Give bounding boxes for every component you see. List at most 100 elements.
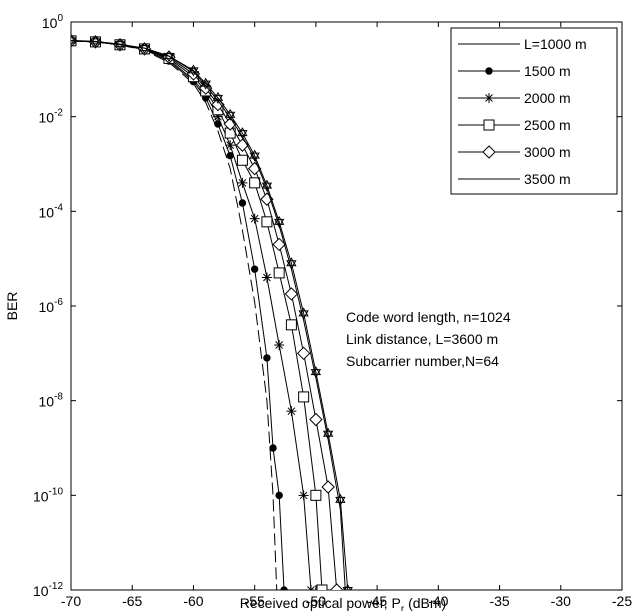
x-axis-label-main: Received optical power, P xyxy=(240,595,401,611)
hexagram-marker xyxy=(90,35,101,45)
hexagram-marker xyxy=(322,430,334,440)
hexagram-marker xyxy=(342,587,353,590)
annotation-link-distance: Link distance, L=3600 m xyxy=(346,331,498,347)
hexagram-marker xyxy=(139,42,150,52)
hexagram-marker xyxy=(71,37,77,47)
x-tick-label: -65 xyxy=(122,593,142,609)
series-hexagram xyxy=(71,34,353,590)
diamond-marker xyxy=(309,412,323,427)
dot-marker xyxy=(485,67,493,75)
legend-box xyxy=(450,27,618,195)
y-tick-label: 10-2 xyxy=(39,108,64,126)
y-axis-label: BER xyxy=(4,292,20,321)
x-tick-label: -35 xyxy=(489,593,509,609)
legend-entry: 2000 m xyxy=(458,90,571,106)
x-axis-label-unit: (dBm) xyxy=(404,595,446,611)
square-marker xyxy=(261,216,273,228)
x-axis: -70 -65 -60 -55 -50 -45 -40 -35 -30 -25 xyxy=(61,22,632,609)
hexagram-marker xyxy=(163,53,175,63)
diamond-marker xyxy=(223,117,237,131)
legend-entry: 1500 m xyxy=(458,63,571,79)
y-tick-label: 10-8 xyxy=(39,392,64,410)
x-axis-label: Received optical power, Pr (dBm) xyxy=(240,595,446,611)
hexagram-marker xyxy=(335,496,346,506)
hexagram-marker xyxy=(322,427,334,437)
dot-marker xyxy=(250,265,259,273)
star-marker xyxy=(225,140,236,151)
y-tick-label: 10-12 xyxy=(33,581,63,599)
hexagram-marker xyxy=(286,257,297,267)
x-tick-label: -70 xyxy=(61,593,81,609)
hexagram-marker xyxy=(114,38,126,48)
star-marker xyxy=(249,213,260,224)
dot-marker xyxy=(280,586,288,590)
star-marker xyxy=(484,93,494,103)
hexagram-marker xyxy=(114,41,126,51)
hexagram-marker xyxy=(335,493,346,503)
hexagram-marker xyxy=(71,34,77,44)
series-line xyxy=(71,39,349,590)
diamond-marker xyxy=(321,480,335,494)
hexagram-marker xyxy=(249,149,260,159)
hexagram-marker xyxy=(249,152,260,162)
legend: L=1000 m 1500 m 2000 m 2500 m 3000 m 3500 m xyxy=(450,27,618,195)
square-marker xyxy=(236,154,248,166)
x-tick-label: -50 xyxy=(306,593,326,609)
y-tick-label: 100 xyxy=(42,13,64,31)
hexagram-marker xyxy=(212,94,224,104)
square-marker xyxy=(273,267,285,279)
x-tick-label: -45 xyxy=(367,593,387,609)
y-tick-label: 10-10 xyxy=(33,486,63,504)
annotation-block: Code word length, n=1024 Link distance, … xyxy=(346,309,511,369)
hexagram-marker xyxy=(139,45,150,55)
hexagram-marker xyxy=(237,130,248,140)
legend-entry: L=1000 m xyxy=(458,36,587,52)
x-axis-label-subscript: r xyxy=(401,604,405,611)
legend-entry: 2500 m xyxy=(458,117,571,133)
hexagram-marker xyxy=(344,583,352,590)
legend-entry: 3500 m xyxy=(458,171,571,187)
legend-label: 3500 m xyxy=(524,171,571,187)
square-marker xyxy=(483,119,495,131)
legend-label: 3000 m xyxy=(524,144,571,160)
legend-label: 2500 m xyxy=(524,117,571,133)
hexagram-marker xyxy=(224,111,236,121)
y-tick-label: 10-4 xyxy=(39,202,64,220)
square-marker xyxy=(310,489,322,501)
hexagram-marker xyxy=(261,182,273,192)
star-marker xyxy=(274,339,285,350)
hexagram-marker xyxy=(212,91,224,101)
legend-label: L=1000 m xyxy=(524,36,587,52)
hexagram-marker xyxy=(188,64,199,74)
diamond-marker xyxy=(482,145,496,159)
hexagram-marker xyxy=(90,38,101,48)
hexagram-marker xyxy=(261,179,273,189)
diamond-marker xyxy=(284,287,299,301)
annotation-code-word: Code word length, n=1024 xyxy=(346,309,511,325)
star-marker xyxy=(298,490,309,501)
x-tick-label: -30 xyxy=(551,593,571,609)
dot-marker xyxy=(238,199,247,207)
hexagram-marker xyxy=(310,366,322,376)
x-tick-label: -40 xyxy=(428,593,448,609)
legend-label: 2000 m xyxy=(524,90,571,106)
y-axis: 100 10-2 10-4 10-6 10-8 10-10 10-12 xyxy=(33,13,622,599)
star-marker xyxy=(212,111,223,122)
hexagram-marker xyxy=(237,127,248,137)
hexagram-marker xyxy=(200,77,211,87)
diamond-marker xyxy=(296,346,311,361)
star-marker xyxy=(286,406,297,417)
square-marker xyxy=(249,177,261,189)
hexagram-marker xyxy=(310,369,322,379)
hexagram-marker xyxy=(273,218,285,228)
x-tick-label: -60 xyxy=(183,593,203,609)
hexagram-marker xyxy=(200,80,211,90)
square-marker xyxy=(316,584,328,590)
hexagram-marker xyxy=(298,307,309,317)
hexagram-marker xyxy=(286,260,297,270)
dot-marker xyxy=(263,354,271,362)
hexagram-marker xyxy=(224,108,236,118)
star-marker xyxy=(261,272,272,283)
legend-label: 1500 m xyxy=(524,63,571,79)
hexagram-marker xyxy=(163,50,175,60)
